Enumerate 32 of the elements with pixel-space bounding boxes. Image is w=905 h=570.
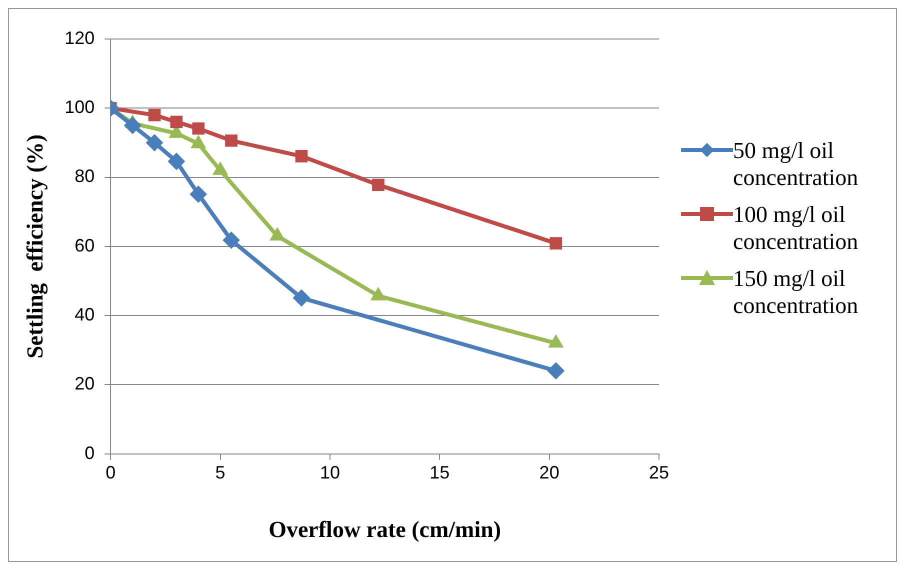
point	[192, 122, 205, 135]
point	[292, 289, 310, 306]
point	[295, 150, 308, 162]
point	[146, 134, 163, 152]
y-tick-label: 80	[74, 166, 95, 186]
point	[190, 186, 207, 203]
x-tick-label: 25	[648, 462, 670, 483]
x-tick-label: 10	[320, 462, 340, 483]
point	[550, 237, 562, 250]
point	[148, 108, 161, 122]
x-tick-label: 0	[106, 462, 116, 483]
point	[222, 232, 240, 249]
point	[124, 116, 142, 134]
x-axis-title: Overflow rate (cm/min)	[268, 517, 502, 542]
y-tick-label: 0	[84, 442, 95, 463]
y-axis-title: Settling efficiency (%)	[22, 134, 49, 358]
x-tick-label: 15	[430, 462, 450, 483]
point	[168, 152, 185, 170]
y-tick-label: 120	[64, 28, 95, 48]
legend-label: 100 mg/l oil concentration	[733, 201, 860, 255]
y-tick-label: 40	[74, 304, 95, 324]
point	[170, 116, 183, 128]
y-tick-label: 100	[64, 97, 95, 118]
point	[372, 178, 384, 192]
x-tick-label: 20	[539, 462, 560, 483]
y-tick-label: 60	[74, 235, 95, 256]
x-tick-label: 5	[215, 462, 226, 483]
legend-label: 150 mg/l oil concentration	[733, 265, 860, 319]
legend-label: 50 mg/l oil concentration	[733, 137, 860, 191]
point	[225, 134, 238, 147]
y-tick-label: 20	[74, 374, 95, 394]
point	[547, 362, 564, 380]
